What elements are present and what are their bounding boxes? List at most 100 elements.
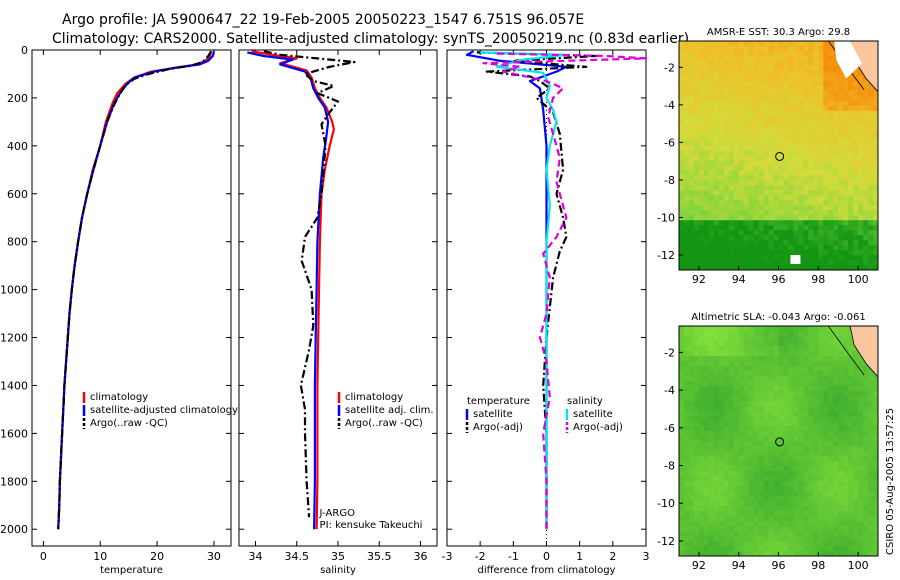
map-cell [748, 160, 755, 166]
map-cell [768, 175, 774, 181]
map-cell [793, 175, 799, 181]
map-cell [788, 551, 794, 557]
map-cell [783, 421, 789, 427]
map-cell [738, 491, 745, 497]
map-cell [813, 441, 819, 447]
map-cell [803, 95, 809, 102]
map-cell [718, 516, 725, 522]
map-cell [838, 381, 844, 387]
map-cell [823, 155, 829, 161]
map-cell [778, 356, 784, 362]
map-cell [808, 225, 814, 231]
map-cell [708, 150, 715, 156]
map-cell [823, 230, 829, 236]
map-cell [688, 426, 695, 432]
map-cell [813, 205, 819, 211]
map-cell [798, 521, 804, 527]
map-cell [808, 466, 814, 472]
map-cell [853, 351, 859, 357]
map-cell [863, 230, 869, 236]
map-cell [818, 451, 824, 457]
map-cell [808, 265, 814, 271]
map-cell [723, 451, 730, 457]
map-cell [773, 55, 779, 62]
map-cell [773, 230, 779, 236]
map-cell [708, 326, 715, 332]
map-cell [773, 546, 779, 552]
map-cell [873, 376, 879, 382]
map-cell [768, 250, 774, 256]
map-cell [798, 180, 804, 186]
map-cell [783, 356, 789, 362]
map-cell [813, 456, 819, 462]
map-cell [793, 120, 799, 127]
map-cell [828, 436, 834, 442]
map-cell [788, 75, 794, 82]
map-cell [808, 195, 814, 201]
map-cell [808, 546, 814, 552]
map-cell [723, 55, 730, 62]
map-cell [753, 381, 760, 387]
map-cell [848, 180, 854, 186]
map-cell [773, 351, 779, 357]
map-cell [753, 160, 760, 166]
map-cell [873, 451, 879, 457]
map-cell [718, 145, 725, 151]
map-cell [783, 90, 789, 97]
map-cell [698, 235, 705, 241]
map-cell [788, 376, 794, 382]
map-cell [863, 476, 869, 482]
map-cell [788, 496, 794, 502]
map-cell [848, 356, 854, 362]
map-cell [858, 481, 864, 487]
map-cell [743, 190, 750, 196]
map-cell [813, 431, 819, 437]
map-cell [823, 140, 829, 146]
map-cell [723, 356, 730, 362]
map-cell [718, 55, 725, 62]
map-cell [713, 180, 720, 186]
map-cell [763, 255, 769, 261]
map-cell [758, 120, 764, 127]
map-cell [863, 195, 869, 201]
map-cell [793, 336, 799, 342]
map-cell [693, 195, 700, 201]
map-cell [833, 105, 839, 112]
map-cell [843, 210, 849, 216]
map-cell [788, 511, 794, 517]
map-cell [798, 366, 804, 372]
map-cell [733, 431, 740, 437]
map-cell [873, 250, 879, 256]
map-cell [768, 190, 774, 196]
map-cell [868, 235, 874, 241]
map-cell [758, 145, 764, 151]
map-cell [698, 511, 705, 517]
map-cell [773, 265, 779, 271]
map-cell [793, 150, 799, 156]
map-cell [863, 536, 869, 542]
map-cell [753, 240, 760, 246]
map-cell [803, 90, 809, 97]
map-cell [778, 105, 784, 112]
map-cell [793, 406, 799, 412]
map-cell [838, 476, 844, 482]
map-cell [758, 95, 764, 102]
map-cell [693, 55, 700, 62]
map-cell [823, 60, 829, 67]
map-cell [818, 436, 824, 442]
map-cell [768, 331, 774, 337]
legend-label: satellite-adjusted climatology [90, 405, 238, 416]
map-cell [683, 371, 690, 377]
map-cell [803, 110, 809, 117]
map-cell [679, 255, 685, 261]
map-cell [813, 346, 819, 352]
map-cell [773, 521, 779, 527]
map-cell [833, 230, 839, 236]
series-line-1 [251, 50, 335, 530]
map-cell [753, 190, 760, 196]
map-cell [683, 200, 690, 206]
map-cell [778, 210, 784, 216]
map-cell [803, 546, 809, 552]
map-cell [823, 371, 829, 377]
map-cell [748, 185, 755, 191]
